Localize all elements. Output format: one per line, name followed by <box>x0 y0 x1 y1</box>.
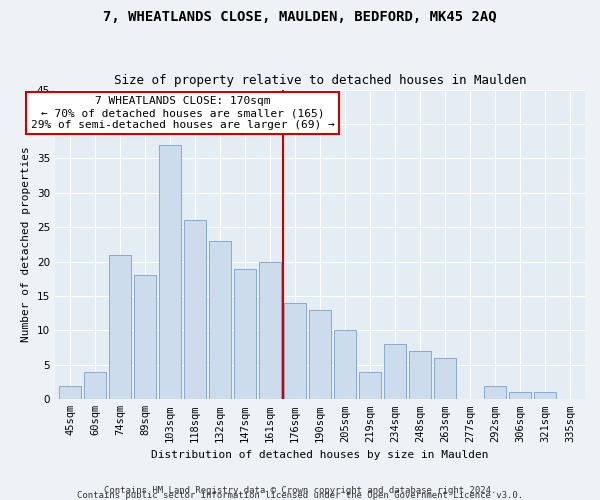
Bar <box>434 358 455 400</box>
Bar <box>535 392 556 400</box>
Bar <box>59 386 80 400</box>
Text: 7, WHEATLANDS CLOSE, MAULDEN, BEDFORD, MK45 2AQ: 7, WHEATLANDS CLOSE, MAULDEN, BEDFORD, M… <box>103 10 497 24</box>
Bar <box>284 303 305 400</box>
Y-axis label: Number of detached properties: Number of detached properties <box>22 146 31 342</box>
Bar <box>160 144 181 400</box>
Bar <box>334 330 356 400</box>
Bar <box>359 372 380 400</box>
Bar <box>85 372 106 400</box>
Text: Contains HM Land Registry data © Crown copyright and database right 2024.: Contains HM Land Registry data © Crown c… <box>104 486 496 495</box>
Text: Contains public sector information licensed under the Open Government Licence v3: Contains public sector information licen… <box>77 490 523 500</box>
Title: Size of property relative to detached houses in Maulden: Size of property relative to detached ho… <box>114 74 526 87</box>
Bar <box>409 351 431 400</box>
Bar <box>184 220 206 400</box>
Bar <box>134 276 155 400</box>
Bar <box>310 310 331 400</box>
Bar <box>209 241 230 400</box>
Bar <box>235 268 256 400</box>
Bar <box>259 262 281 400</box>
X-axis label: Distribution of detached houses by size in Maulden: Distribution of detached houses by size … <box>151 450 489 460</box>
Bar <box>509 392 530 400</box>
Bar <box>385 344 406 400</box>
Text: 7 WHEATLANDS CLOSE: 170sqm
← 70% of detached houses are smaller (165)
29% of sem: 7 WHEATLANDS CLOSE: 170sqm ← 70% of deta… <box>31 96 334 130</box>
Bar <box>484 386 506 400</box>
Bar <box>109 255 131 400</box>
